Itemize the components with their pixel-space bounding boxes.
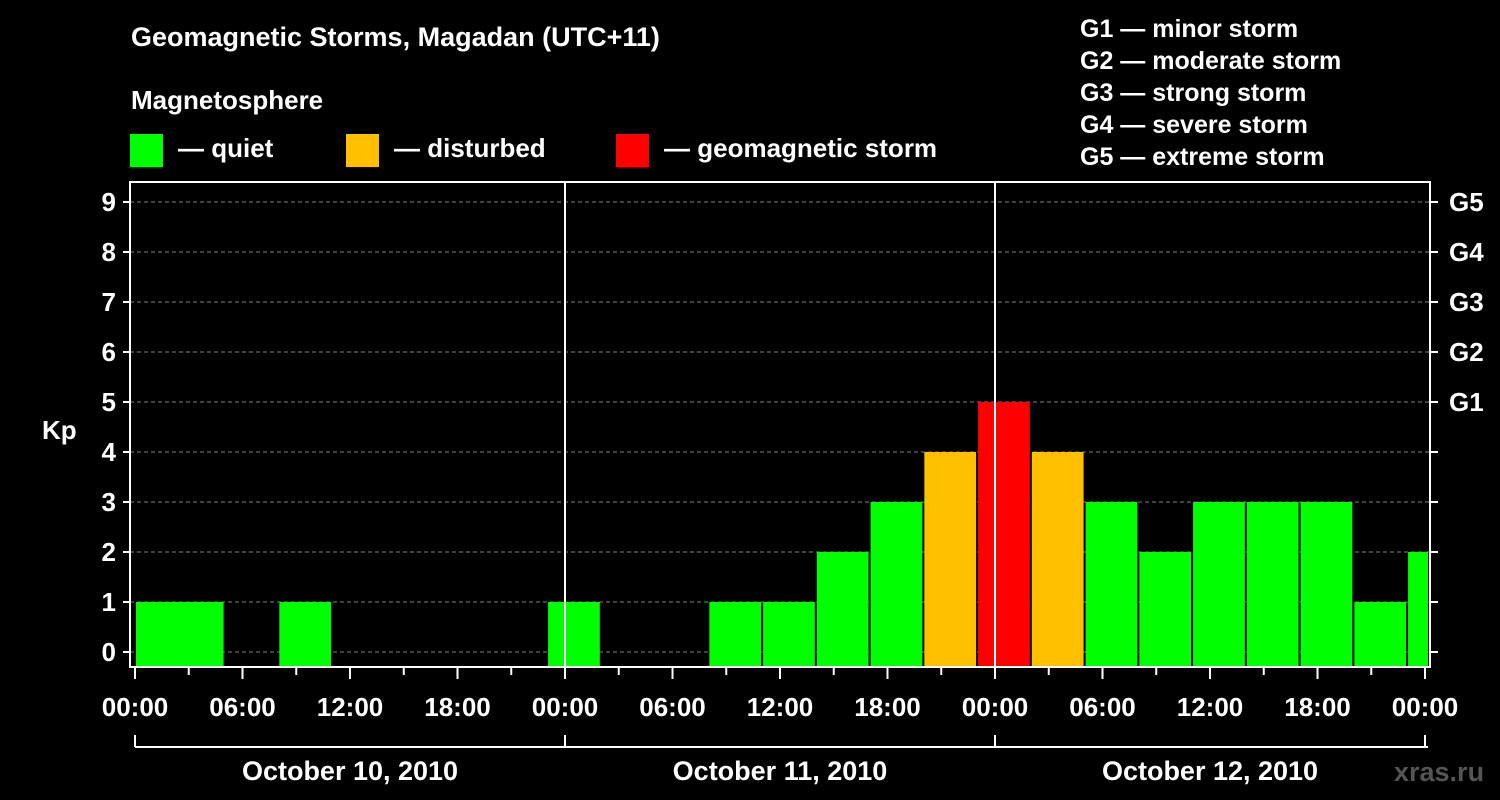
scale-g2: G2 — moderate storm [1080, 47, 1342, 75]
xtick-label-11: 18:00 [1284, 692, 1351, 722]
kp-bar-5 [763, 602, 815, 667]
kp-bar-10 [1031, 452, 1084, 667]
kp-bar-16 [1354, 602, 1407, 667]
xtick-label-0: 00:00 [102, 692, 169, 722]
scale-g1: G1 — minor storm [1080, 15, 1299, 43]
legend-heading: Magnetosphere [131, 85, 324, 115]
credit-watermark: xras.ru [1394, 757, 1485, 787]
xtick-label-8: 00:00 [962, 692, 1029, 722]
legend-label-disturbed: — disturbed [394, 133, 546, 163]
kp-bar-13 [1193, 502, 1245, 667]
kp-bar-9 [978, 402, 1030, 667]
right-label-g4: G4 [1449, 237, 1484, 267]
scale-g5: G5 — extreme storm [1080, 143, 1325, 171]
xtick-label-7: 18:00 [854, 692, 921, 722]
ytick-label-1: 1 [102, 587, 116, 617]
right-label-g2: G2 [1449, 337, 1484, 367]
ytick-label-5: 5 [102, 387, 116, 417]
xtick-label-9: 06:00 [1069, 692, 1136, 722]
kp-bar-17 [1408, 552, 1428, 667]
date-label-0: October 10, 2010 [242, 756, 458, 786]
kp-bar-2 [279, 602, 332, 667]
kp-bar-4 [709, 602, 762, 667]
kp-bar-1 [171, 602, 224, 667]
ytick-label-2: 2 [102, 537, 116, 567]
ytick-label-4: 4 [102, 437, 117, 467]
xtick-label-5: 06:00 [639, 692, 706, 722]
scale-g4: G4 — severe storm [1080, 111, 1308, 139]
right-label-g1: G1 [1449, 387, 1484, 417]
y-axis-label: Kp [42, 415, 77, 445]
legend-swatch-storm [616, 134, 649, 167]
xtick-label-10: 12:00 [1177, 692, 1244, 722]
date-label-1: October 11, 2010 [673, 756, 888, 786]
kp-bar-6 [816, 552, 869, 667]
xtick-label-6: 12:00 [747, 692, 814, 722]
kp-bar-3 [548, 602, 600, 667]
kp-bar-7 [870, 502, 923, 667]
kp-bar-14 [1246, 502, 1299, 667]
legend-swatch-quiet [130, 134, 163, 167]
xtick-label-3: 18:00 [424, 692, 491, 722]
legend-label-storm: — geomagnetic storm [664, 133, 938, 163]
ytick-label-6: 6 [102, 337, 116, 367]
legend-label-quiet: — quiet [178, 133, 274, 163]
right-label-g3: G3 [1449, 287, 1484, 317]
date-label-2: October 12, 2010 [1102, 756, 1318, 786]
kp-bar-11 [1085, 502, 1138, 667]
ytick-label-9: 9 [102, 187, 116, 217]
ytick-label-0: 0 [102, 637, 116, 667]
xtick-label-12: 00:00 [1392, 692, 1459, 722]
xtick-label-4: 00:00 [532, 692, 599, 722]
xtick-label-2: 12:00 [317, 692, 384, 722]
xtick-label-1: 06:00 [209, 692, 276, 722]
kp-bar-8 [924, 452, 977, 667]
ytick-label-7: 7 [102, 287, 116, 317]
right-label-g5: G5 [1449, 187, 1484, 217]
legend-swatch-disturbed [346, 134, 379, 167]
scale-g3: G3 — strong storm [1080, 79, 1307, 107]
ytick-label-8: 8 [102, 237, 116, 267]
ytick-label-3: 3 [102, 487, 116, 517]
chart-title: Geomagnetic Storms, Magadan (UTC+11) [131, 22, 660, 52]
kp-bar-12 [1139, 552, 1192, 667]
kp-bar-15 [1300, 502, 1353, 667]
